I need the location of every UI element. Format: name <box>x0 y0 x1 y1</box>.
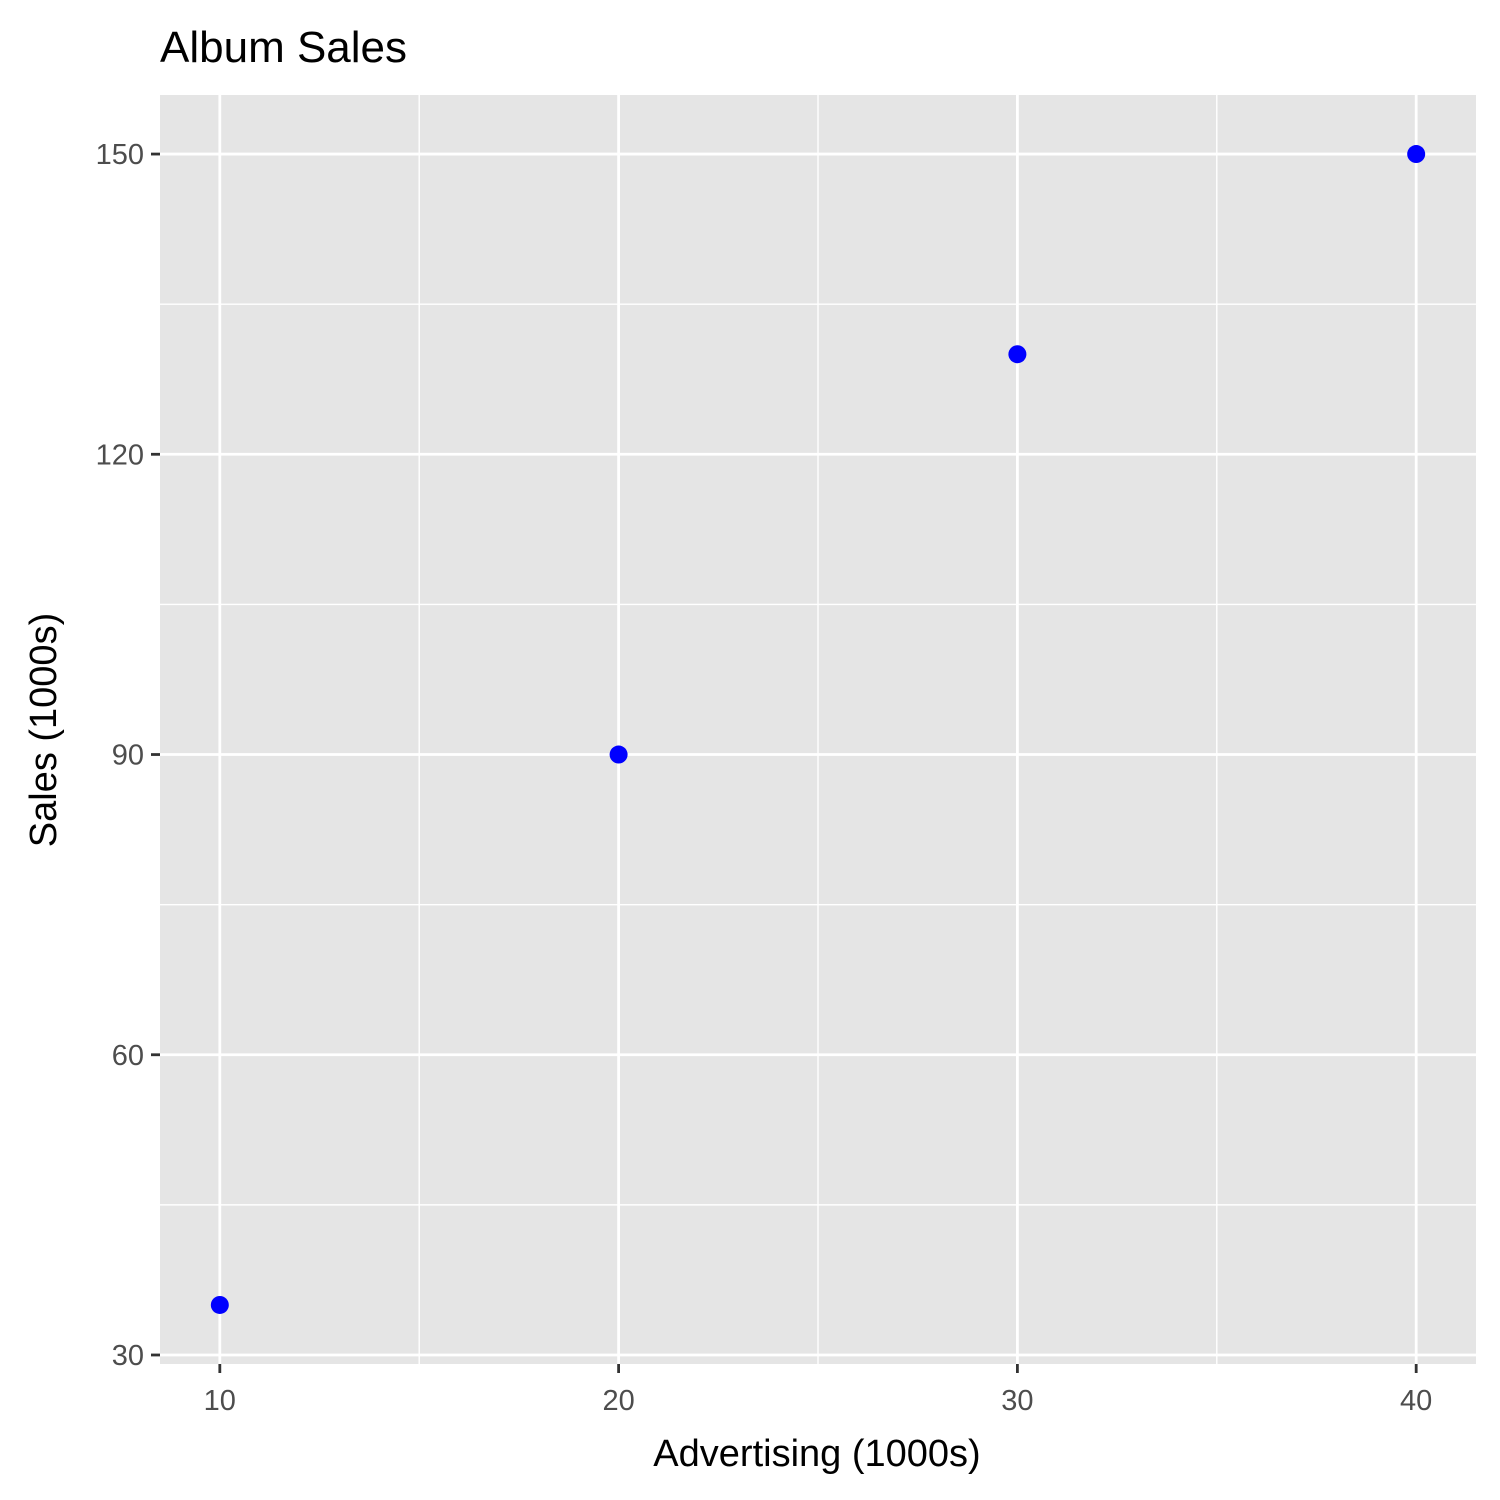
chart-title: Album Sales <box>160 23 407 72</box>
y-tick-label: 60 <box>112 1040 144 1072</box>
y-tick-label: 150 <box>96 139 144 171</box>
x-axis-label: Advertising (1000s) <box>653 1433 980 1475</box>
tick-labels: 10 20 30 40 30 60 90 120 150 <box>96 139 1433 1417</box>
x-tick-label: 20 <box>602 1385 634 1417</box>
data-point <box>1008 345 1027 364</box>
data-points <box>210 145 1426 1314</box>
data-point <box>210 1295 229 1314</box>
grid-lines <box>160 95 1476 1364</box>
data-point <box>1407 145 1426 164</box>
data-point <box>609 745 628 764</box>
x-tick-label: 40 <box>1400 1385 1432 1417</box>
x-tick-label: 10 <box>204 1385 236 1417</box>
y-tick-label: 30 <box>112 1340 144 1372</box>
y-tick-label: 120 <box>96 439 144 471</box>
axis-ticks <box>151 152 1418 1373</box>
y-tick-label: 90 <box>112 740 144 772</box>
x-tick-label: 30 <box>1001 1385 1033 1417</box>
y-axis-label: Sales (1000s) <box>23 613 65 847</box>
